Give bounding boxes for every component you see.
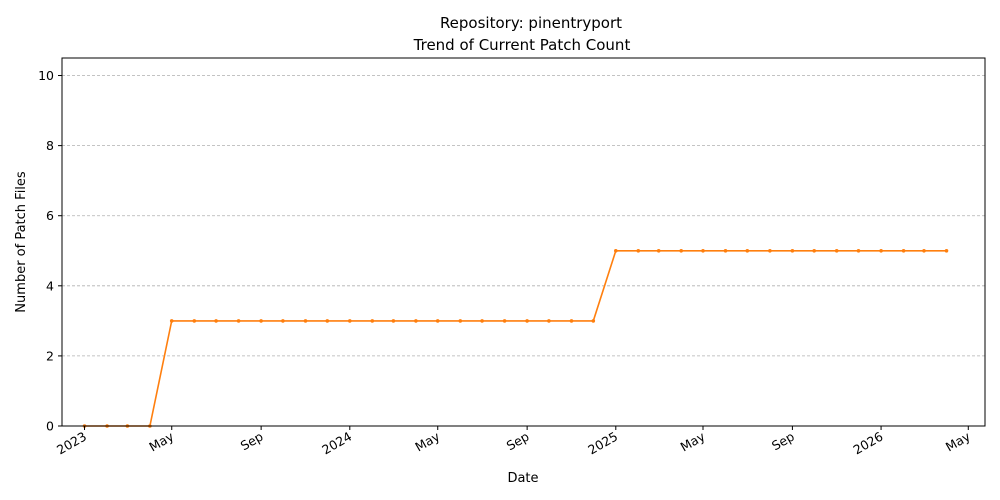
x-tick-label: Sep — [769, 429, 797, 454]
data-point — [790, 249, 795, 253]
x-tick-label: May — [146, 428, 176, 454]
data-point — [614, 249, 618, 253]
x-tick-label: Sep — [238, 429, 266, 454]
data-point — [435, 319, 440, 323]
data-point — [922, 249, 926, 253]
data-point — [502, 319, 507, 323]
data-point — [745, 249, 750, 253]
data-point — [192, 319, 197, 323]
data-point — [656, 249, 661, 253]
data-point — [391, 319, 396, 323]
data-point — [525, 319, 529, 323]
data-point — [348, 319, 352, 323]
data-point — [856, 249, 861, 253]
data-point — [591, 319, 596, 323]
data-point — [901, 249, 906, 253]
y-gridlines — [62, 75, 985, 357]
plot-frame — [61, 57, 986, 427]
y-axis: 0 2 4 6 8 10 — [38, 68, 62, 434]
x-tick-label: May — [943, 428, 973, 454]
data-point — [281, 319, 285, 323]
data-point — [723, 249, 728, 253]
x-tick-label: May — [412, 428, 442, 454]
chart-title: Repository: pinentryport — [440, 14, 622, 32]
data-point — [879, 249, 883, 253]
data-point — [636, 249, 641, 253]
y-tick-label: 8 — [46, 138, 54, 153]
x-axis: 2023 May Sep 2024 May Sep 2025 May Sep 2026 May — [54, 426, 973, 458]
data-point — [480, 319, 484, 323]
data-point — [701, 249, 705, 253]
data-point — [169, 319, 174, 323]
series-line — [84, 250, 947, 427]
y-tick-label: 0 — [46, 419, 54, 434]
data-point — [259, 319, 263, 323]
y-tick-label: 10 — [38, 68, 54, 83]
data-point — [547, 319, 551, 323]
x-tick-label: 2025 — [585, 429, 620, 458]
data-point — [569, 319, 574, 323]
x-tick-label: 2023 — [54, 429, 89, 458]
data-point — [834, 249, 839, 253]
x-axis-label: Date — [507, 471, 538, 486]
data-point — [679, 249, 683, 253]
x-tick-label: May — [678, 428, 708, 454]
data-point — [768, 249, 772, 253]
data-point — [214, 319, 218, 323]
x-tick-label: 2024 — [319, 429, 354, 458]
y-axis-label: Number of Patch Files — [14, 171, 29, 313]
data-point — [370, 319, 375, 323]
series-layer — [82, 249, 949, 428]
data-point — [458, 319, 463, 323]
x-tick-label: 2026 — [851, 429, 886, 458]
data-point — [812, 249, 816, 253]
y-tick-label: 4 — [46, 278, 54, 293]
data-point — [303, 319, 308, 323]
data-point — [325, 319, 330, 323]
y-tick-label: 2 — [46, 348, 54, 363]
chart-subtitle: Trend of Current Patch Count — [413, 36, 631, 54]
data-point — [944, 249, 949, 253]
x-tick-label: Sep — [504, 429, 532, 454]
y-tick-label: 6 — [46, 208, 54, 223]
data-point — [414, 319, 418, 323]
data-point — [236, 319, 241, 323]
